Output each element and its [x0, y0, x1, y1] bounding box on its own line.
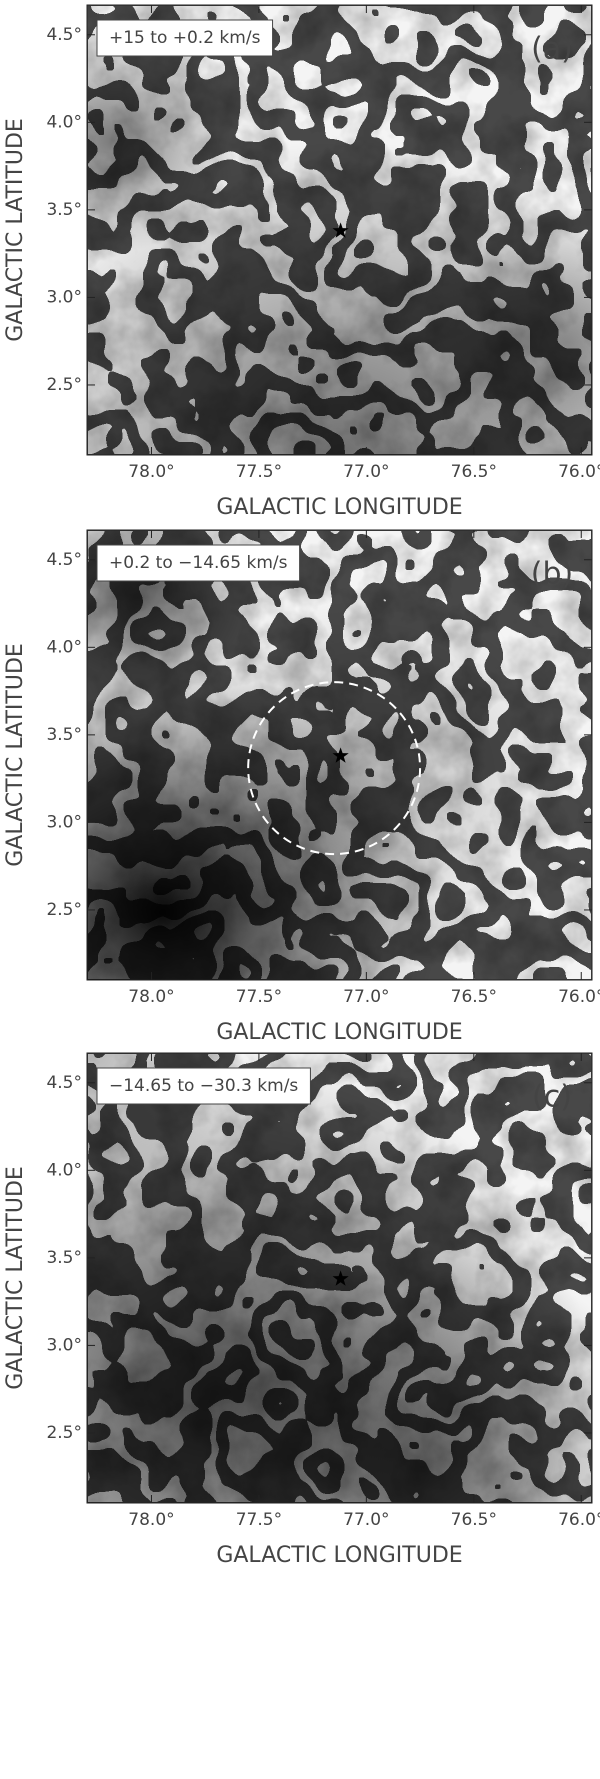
velocity-range: +15 to +0.2 km/s: [109, 28, 261, 48]
y-tick-label: 3.0°: [46, 287, 82, 307]
velocity-range: −14.65 to −30.3 km/s: [109, 1076, 298, 1096]
y-tick-label: 4.0°: [46, 637, 82, 657]
y-tick-label: 3.5°: [46, 725, 82, 745]
y-tick-label: 2.5°: [46, 900, 82, 920]
x-axis-label: GALACTIC LONGITUDE: [216, 1543, 462, 1568]
y-tick-label: 4.5°: [46, 1073, 82, 1093]
y-axis-label: GALACTIC LATITUDE: [3, 643, 28, 867]
y-tick-label: 4.0°: [46, 112, 82, 132]
y-axis-label: GALACTIC LATITUDE: [3, 118, 28, 342]
annotation-box: [96, 1067, 311, 1105]
panel: 78.0° 77.5° 77.0° 76.5° 76.0° 2.5° 3.0° 3.5° 4.0…: [3, 529, 600, 1045]
star-marker: [332, 222, 349, 238]
panel: 78.0° 77.5° 77.0° 76.5° 76.0° 2.5° 3.0° 3.5° 4.0…: [3, 1052, 600, 1568]
x-tick-label: 78.0°: [128, 462, 174, 482]
x-tick-label: 78.0°: [128, 987, 174, 1007]
x-tick-label: 76.5°: [451, 462, 497, 482]
y-tick-label: 3.0°: [46, 812, 82, 832]
x-axis-label: GALACTIC LONGITUDE: [216, 495, 462, 520]
velocity-range: +0.2 to −14.65 km/s: [109, 553, 288, 573]
frame: [86, 529, 593, 981]
star-marker: [332, 747, 349, 763]
x-tick-label: 77.5°: [236, 987, 282, 1007]
y-tick-label: 4.5°: [46, 25, 82, 45]
y-axis-label: GALACTIC LATITUDE: [3, 1166, 28, 1390]
x-tick-label: 77.0°: [343, 987, 389, 1007]
star-marker: [332, 1270, 349, 1286]
y-tick-label: 3.0°: [46, 1335, 82, 1355]
frame: [86, 4, 593, 456]
x-axis-label: GALACTIC LONGITUDE: [216, 1020, 462, 1045]
y-tick-label: 2.5°: [46, 1423, 82, 1443]
shell-circle: [247, 681, 422, 856]
annotation-box: [96, 544, 301, 582]
x-tick-label: 77.0°: [343, 462, 389, 482]
x-tick-label: 77.5°: [236, 1510, 282, 1530]
x-tick-label: 76.5°: [451, 1510, 497, 1530]
y-tick-label: 4.0°: [46, 1160, 82, 1180]
panel-label: (a): [531, 32, 573, 67]
x-tick-label: 77.5°: [236, 462, 282, 482]
panel-label: (b): [531, 557, 573, 592]
x-tick-label: 78.0°: [128, 1510, 174, 1530]
panel-label: (c): [532, 1080, 572, 1115]
intensity-map: [87, 1053, 592, 1503]
x-tick-label: 76.5°: [451, 987, 497, 1007]
panel: 78.0° 77.5° 77.0° 76.5° 76.0° 2.5° 3.0° 3.5° 4.0…: [3, 4, 600, 520]
y-tick-label: 2.5°: [46, 375, 82, 395]
x-tick-label: 76.0°: [558, 1510, 600, 1530]
x-tick-label: 77.0°: [343, 1510, 389, 1530]
frame: [86, 1052, 593, 1504]
x-tick-label: 76.0°: [558, 462, 600, 482]
annotation-box: [96, 19, 274, 57]
y-tick-label: 3.5°: [46, 1248, 82, 1268]
x-tick-label: 76.0°: [558, 987, 600, 1007]
y-tick-label: 4.5°: [46, 550, 82, 570]
y-tick-label: 3.5°: [46, 200, 82, 220]
